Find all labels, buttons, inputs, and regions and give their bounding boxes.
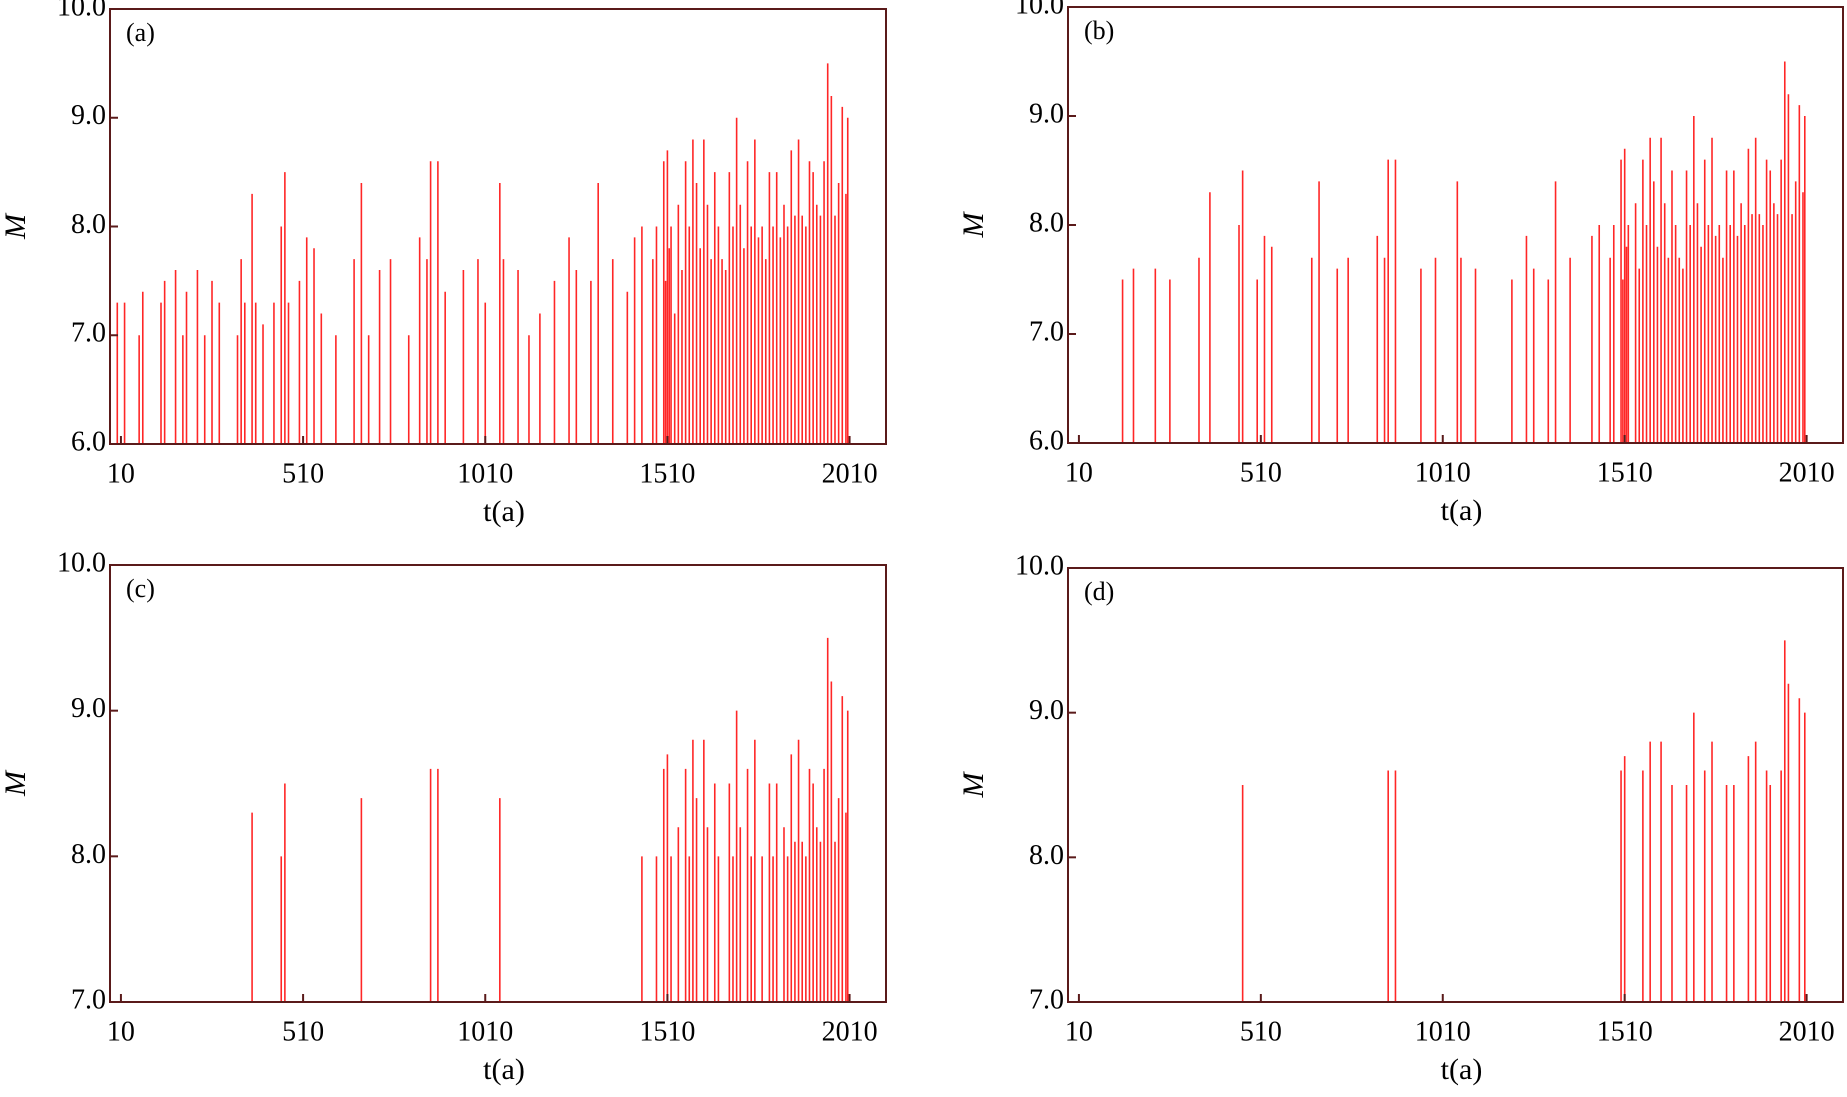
y-tick-label: 10.0	[1015, 0, 1064, 20]
y-tick-label: 8.0	[71, 209, 106, 240]
x-axis-label: t(a)	[483, 1053, 525, 1086]
y-tick-label: 7.0	[71, 984, 106, 1015]
y-axis-label: M	[0, 212, 32, 240]
panel: 7.0 8.0 9.0 10.0 10 510 1010 1510 2010 t(a) M (c)	[0, 547, 887, 1086]
x-tick-label: 1010	[457, 1016, 513, 1047]
x-tick-label: 510	[282, 458, 324, 489]
x-tick-label: 10	[1065, 457, 1093, 488]
x-tick-label: 510	[1240, 457, 1282, 488]
y-tick-label: 10.0	[57, 0, 106, 22]
y-tick-label: 9.0	[71, 693, 106, 724]
plot-frame	[1067, 567, 1844, 1003]
y-tick-label: 8.0	[1029, 840, 1064, 871]
x-tick-label: 1010	[1415, 1016, 1471, 1047]
y-tick-label: 7.0	[1029, 316, 1064, 347]
y-tick-label: 10.0	[57, 547, 106, 578]
panel: 6.0 7.0 8.0 9.0 10.0 10 510 1010 1510 2010 t(a) M (a…	[0, 0, 887, 528]
y-tick-label: 8.0	[1029, 207, 1064, 238]
x-tick-label: 10	[1065, 1016, 1093, 1047]
x-tick-label: 2010	[1779, 1016, 1835, 1047]
y-tick-label: 7.0	[1029, 984, 1064, 1015]
x-tick-label: 2010	[822, 1016, 878, 1047]
x-tick-label: 510	[1240, 1016, 1282, 1047]
x-axis-label: t(a)	[1441, 494, 1483, 527]
x-tick-label: 10	[107, 1016, 135, 1047]
y-axis-label: M	[957, 771, 990, 799]
y-tick-label: 6.0	[1029, 425, 1064, 456]
x-tick-label: 1510	[1597, 457, 1653, 488]
panel-label: (d)	[1084, 577, 1114, 606]
x-tick-label: 1510	[639, 458, 695, 489]
panel-label: (c)	[126, 574, 155, 603]
panel: 7.0 8.0 9.0 10.0 10 510 1010 1510 2010 t(a) M (d)	[957, 550, 1844, 1086]
x-tick-label: 510	[282, 1016, 324, 1047]
x-axis-label: t(a)	[1441, 1053, 1483, 1086]
x-tick-label: 10	[107, 458, 135, 489]
x-tick-label: 1010	[457, 458, 513, 489]
x-tick-label: 2010	[1779, 457, 1835, 488]
x-axis-label: t(a)	[483, 495, 525, 528]
x-tick-label: 1510	[1597, 1016, 1653, 1047]
plot-frame	[109, 564, 887, 1003]
y-tick-label: 6.0	[71, 426, 106, 457]
y-axis-label: M	[0, 769, 32, 797]
y-axis-label: M	[957, 211, 990, 239]
x-tick-label: 1510	[639, 1016, 695, 1047]
y-tick-label: 7.0	[71, 318, 106, 349]
x-tick-label: 1010	[1415, 457, 1471, 488]
y-tick-label: 9.0	[71, 100, 106, 131]
panel: 6.0 7.0 8.0 9.0 10.0 10 510 1010 1510 2010 t(a) M (b…	[957, 0, 1844, 527]
x-tick-label: 2010	[822, 458, 878, 489]
y-tick-label: 10.0	[1015, 550, 1064, 581]
panel-label: (a)	[126, 18, 155, 47]
y-tick-label: 9.0	[1029, 98, 1064, 129]
y-tick-label: 9.0	[1029, 695, 1064, 726]
y-tick-label: 8.0	[71, 839, 106, 870]
panel-label: (b)	[1084, 16, 1114, 45]
